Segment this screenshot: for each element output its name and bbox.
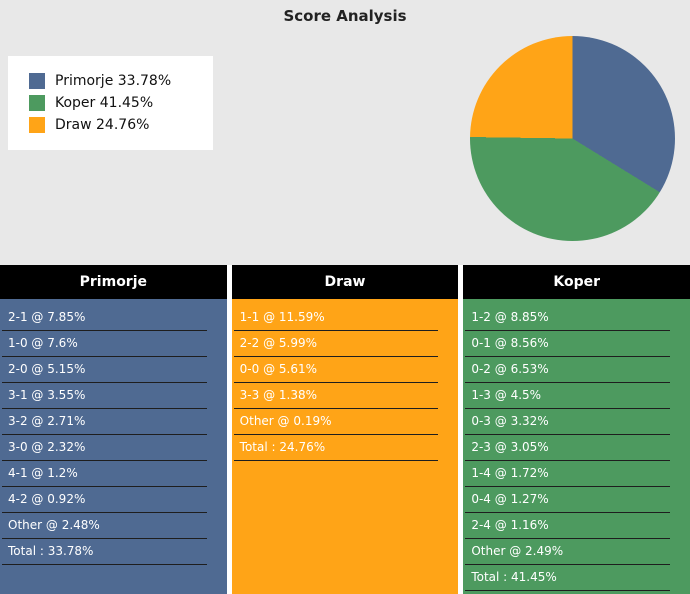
column-body: 2-1 @ 7.85% 1-0 @ 7.6% 2-0 @ 5.15% 3-1 @ 3.…	[0, 299, 227, 594]
score-row: Other @ 0.19%	[233, 409, 439, 435]
legend-item-primorje[interactable]: Primorje 33.78%	[8, 70, 213, 92]
score-row: 3-1 @ 3.55%	[2, 383, 207, 409]
column-body: 1-1 @ 11.59% 2-2 @ 5.99% 0-0 @ 5.61% 3-3 @ …	[232, 299, 459, 594]
column-header: Koper	[463, 265, 690, 299]
legend-swatch-icon	[29, 95, 45, 111]
score-row: 0-4 @ 1.27%	[465, 487, 671, 513]
score-row: 3-2 @ 2.71%	[2, 409, 207, 435]
score-row: 2-1 @ 7.85%	[2, 305, 207, 331]
score-row: 1-3 @ 4.5%	[465, 383, 671, 409]
column-primorje: Primorje 2-1 @ 7.85% 1-0 @ 7.6% 2-0 @ 5.15…	[0, 265, 227, 594]
column-body: 1-2 @ 8.85% 0-1 @ 8.56% 0-2 @ 6.53% 1-3 @ 4…	[463, 299, 690, 594]
pie-chart	[470, 36, 675, 241]
score-row: 2-4 @ 1.16%	[465, 513, 671, 539]
score-row: 3-0 @ 2.32%	[2, 435, 207, 461]
score-columns: Primorje 2-1 @ 7.85% 1-0 @ 7.6% 2-0 @ 5.15…	[0, 265, 690, 594]
score-row: 4-1 @ 1.2%	[2, 461, 207, 487]
score-row: 0-3 @ 3.32%	[465, 409, 671, 435]
score-row: 0-1 @ 8.56%	[465, 331, 671, 357]
page-title: Score Analysis	[283, 7, 407, 25]
legend-item-draw[interactable]: Draw 24.76%	[8, 114, 213, 136]
score-row: 1-4 @ 1.72%	[465, 461, 671, 487]
legend-label: Primorje 33.78%	[55, 73, 172, 89]
score-row: 1-2 @ 8.85%	[465, 305, 671, 331]
score-row: Total : 41.45%	[465, 565, 671, 591]
chart-section: Score Analysis Primorje 33.78% Koper 41.…	[0, 0, 690, 265]
legend-label: Koper 41.45%	[55, 95, 154, 111]
score-row: 1-1 @ 11.59%	[233, 305, 439, 331]
score-row: 2-0 @ 5.15%	[2, 357, 207, 383]
column-header: Draw	[231, 265, 459, 299]
score-row: 2-3 @ 3.05%	[465, 435, 671, 461]
legend-swatch-icon	[29, 73, 45, 89]
legend-item-koper[interactable]: Koper 41.45%	[8, 92, 213, 114]
score-row: Total : 24.76%	[233, 435, 439, 461]
column-draw: Draw 1-1 @ 11.59% 2-2 @ 5.99% 0-0 @ 5.61% 3…	[231, 265, 459, 594]
legend-swatch-icon	[29, 117, 45, 133]
score-row: 0-0 @ 5.61%	[233, 357, 439, 383]
score-row: 1-0 @ 7.6%	[2, 331, 207, 357]
score-row: Other @ 2.49%	[465, 539, 671, 565]
score-row: 2-2 @ 5.99%	[233, 331, 439, 357]
score-row: 4-2 @ 0.92%	[2, 487, 207, 513]
score-row: 3-3 @ 1.38%	[233, 383, 439, 409]
score-row: Other @ 2.48%	[2, 513, 207, 539]
score-row: 0-2 @ 6.53%	[465, 357, 671, 383]
column-header: Primorje	[0, 265, 227, 299]
column-koper: Koper 1-2 @ 8.85% 0-1 @ 8.56% 0-2 @ 6.53% 1…	[463, 265, 690, 594]
legend-label: Draw 24.76%	[55, 117, 150, 133]
score-row: Total : 33.78%	[2, 539, 207, 565]
chart-legend: Primorje 33.78% Koper 41.45% Draw 24.76%	[8, 56, 213, 150]
